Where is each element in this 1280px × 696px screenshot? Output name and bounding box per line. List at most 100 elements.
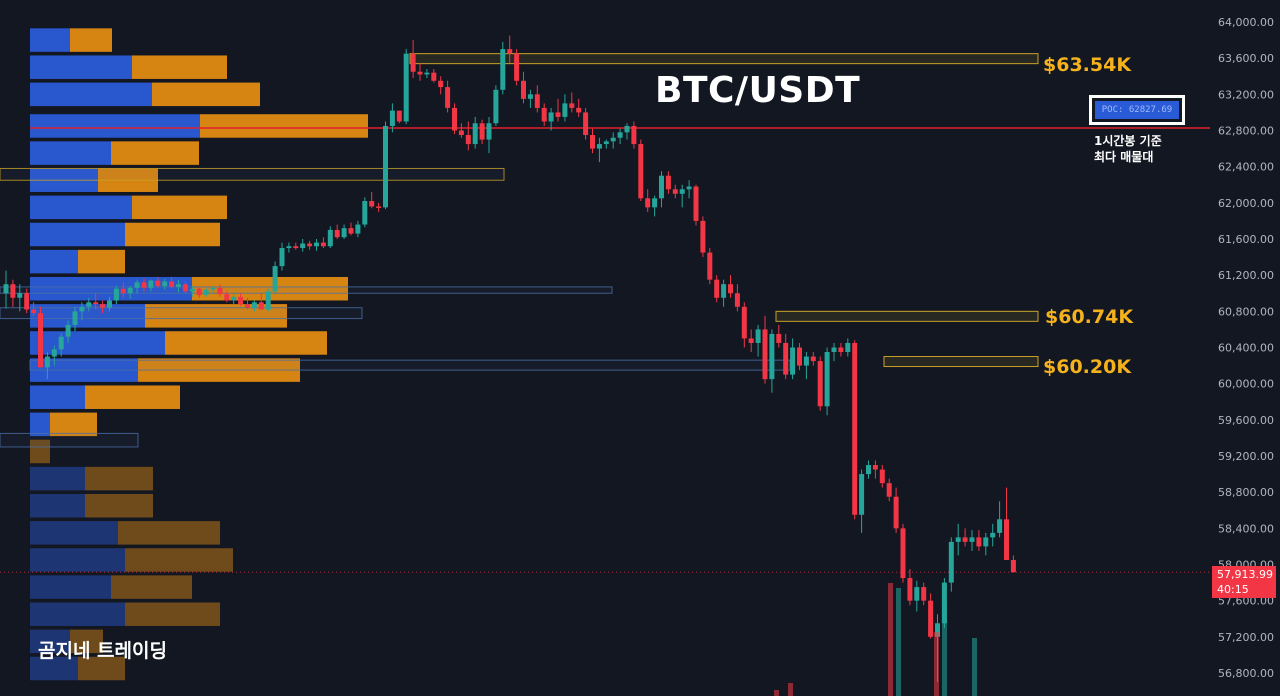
y-axis-tick-label: 62,000.00 [1218, 197, 1274, 210]
candle-body [396, 110, 402, 122]
candle-body [458, 130, 464, 136]
candle-body [659, 175, 664, 199]
candle-body [769, 333, 775, 380]
candle-body [341, 228, 347, 238]
candle-body [362, 201, 368, 225]
candle-body [493, 89, 499, 124]
candle-body [686, 186, 692, 190]
candle-body [417, 71, 423, 75]
candle-body [824, 352, 830, 407]
volume-profile-buy-bar [30, 575, 111, 599]
candle-body [403, 53, 409, 122]
candle-body [762, 329, 768, 380]
candle-body [562, 103, 568, 117]
candle-body [17, 293, 23, 298]
candle-body [569, 103, 575, 108]
candle-body [507, 49, 513, 54]
candle-body [355, 224, 361, 234]
candle-body [596, 144, 602, 149]
range-box [0, 286, 613, 294]
candle-body [148, 280, 154, 288]
candle-body [997, 519, 1003, 533]
y-axis-tick-label: 60,400.00 [1218, 342, 1274, 355]
candle-body [79, 306, 85, 312]
candle-body [810, 356, 816, 362]
candle-body [438, 80, 444, 88]
candle-body [65, 324, 71, 337]
candle-body [852, 342, 858, 515]
candle-body [452, 107, 457, 131]
poc-label: POC: 62827.69 [1095, 101, 1179, 119]
candle-body [155, 280, 161, 287]
candle-body [376, 206, 382, 208]
volume-profile-buy-bar [30, 141, 111, 165]
candle-body [534, 94, 540, 108]
current-price-countdown: 40:15 [1217, 583, 1249, 596]
candle-body [3, 284, 9, 294]
y-axis-tick-label: 64,000.00 [1218, 16, 1274, 29]
candle-body [886, 483, 892, 497]
candle-body [410, 53, 416, 72]
resistance-zone [775, 310, 1039, 322]
candle-body [893, 496, 899, 529]
candle-body [203, 289, 209, 296]
candle-body [224, 294, 230, 301]
candle-body [10, 284, 16, 298]
candle-body [555, 112, 561, 117]
volume-profile-sell-bar [192, 276, 348, 301]
volume-profile-sell-bar [85, 385, 180, 409]
candle-body [790, 347, 796, 375]
poc-note: 1시간봉 기준 최다 매물대 [1094, 133, 1162, 165]
volume-bar [888, 583, 893, 696]
y-axis-tick-label: 59,600.00 [1218, 414, 1274, 427]
candle-body [196, 288, 202, 296]
candle-body [113, 288, 119, 301]
y-axis-tick-label: 63,200.00 [1218, 88, 1274, 101]
volume-profile-buy-bar [30, 114, 200, 138]
candle-body [527, 94, 533, 99]
candle-body [245, 304, 250, 308]
candle-body [120, 288, 126, 294]
candle-body [548, 112, 554, 122]
candle-body [900, 528, 906, 579]
y-axis-tick-label: 61,200.00 [1218, 269, 1274, 282]
volume-profile-sell-bar [85, 466, 153, 491]
volume-profile-buy-bar [30, 629, 70, 654]
volume-profile-buy-bar [30, 331, 165, 355]
volume-profile-sell-bar [125, 548, 233, 572]
poc-note-line1: 1시간봉 기준 [1094, 134, 1162, 148]
candle-body [72, 311, 78, 325]
candle-body [31, 309, 37, 314]
candle-body [859, 474, 865, 515]
candle-body [51, 349, 57, 357]
volume-profile-buy-bar [30, 385, 85, 409]
volume-profile-buy-bar [30, 195, 132, 220]
candle-body [652, 198, 658, 208]
current-price-tag: 57,913.99 40:15 [1212, 566, 1276, 598]
candle-body [776, 333, 782, 343]
candle-body [962, 537, 968, 542]
candle-body [783, 342, 789, 375]
candle-body [734, 293, 740, 307]
y-axis-tick-label: 57,200.00 [1218, 631, 1274, 644]
candle-body [838, 347, 844, 353]
volume-profile-sell-bar [111, 141, 199, 165]
volume-profile-sell-bar [152, 82, 260, 107]
candle-body [624, 125, 630, 133]
volume-profile-sell-bar [70, 629, 103, 654]
range-box [0, 167, 505, 181]
candle-body [928, 600, 934, 637]
candle-body [479, 123, 485, 140]
poc-badge: POC: 62827.69 [1089, 95, 1185, 125]
volume-profile-buy-bar [30, 521, 118, 545]
y-axis-tick-label: 60,000.00 [1218, 378, 1274, 391]
level-label-60200: $60.20K [1043, 356, 1132, 378]
volume-profile-buy-bar [30, 602, 125, 626]
candle-body [728, 284, 733, 294]
candle-body [162, 281, 168, 287]
volume-profile-sell-bar [165, 331, 327, 355]
candle-body [679, 189, 685, 194]
volume-profile-sell-bar [125, 602, 220, 626]
volume-profile-sell-bar [50, 412, 97, 437]
